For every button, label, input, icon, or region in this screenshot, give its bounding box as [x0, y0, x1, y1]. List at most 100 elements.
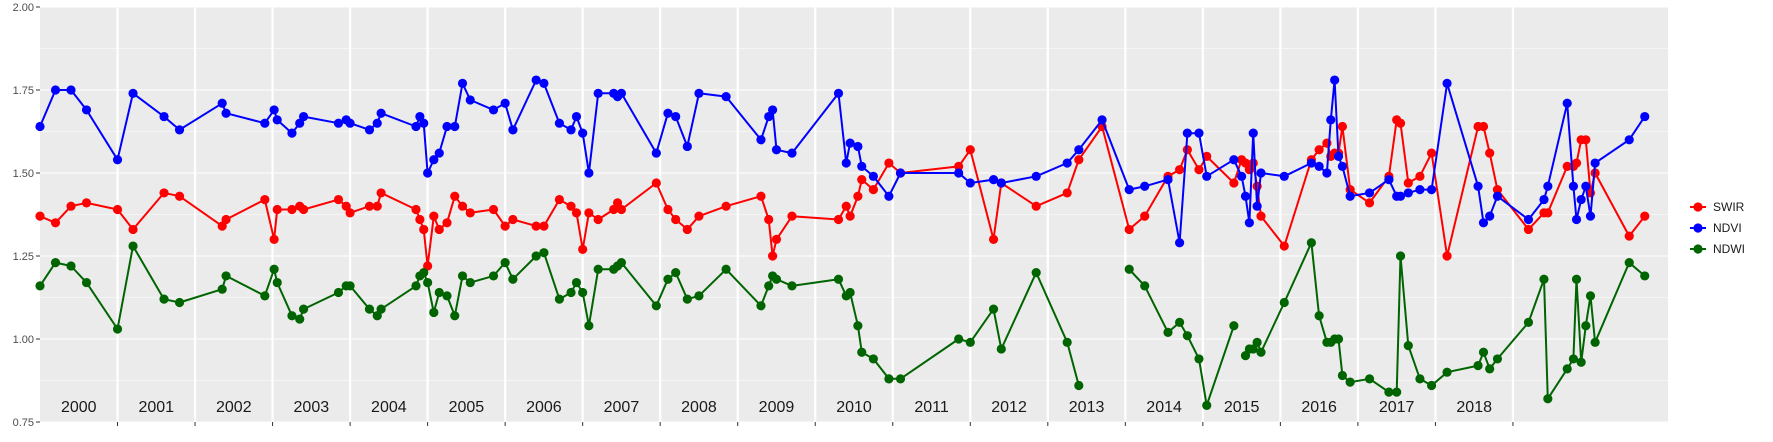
data-point [372, 311, 382, 321]
data-point [651, 301, 661, 311]
data-point [269, 264, 279, 274]
data-point [1182, 128, 1192, 138]
data-point [1539, 194, 1549, 205]
data-point [787, 211, 797, 221]
data-point [450, 121, 460, 132]
data-point [1403, 341, 1413, 351]
data-point [764, 214, 774, 225]
data-point [364, 125, 375, 135]
data-point [571, 111, 582, 122]
data-point [768, 105, 778, 115]
data-point [81, 105, 92, 115]
data-point [756, 301, 766, 311]
data-point [1415, 171, 1425, 181]
data-point [287, 204, 297, 215]
data-point [954, 168, 964, 178]
data-point [217, 284, 227, 294]
data-point [1333, 151, 1344, 161]
data-point [298, 304, 309, 314]
data-point [1442, 251, 1452, 261]
data-point [1426, 185, 1437, 195]
data-point [531, 251, 541, 261]
data-point [1256, 168, 1266, 178]
data-point [566, 125, 576, 135]
data-point [584, 168, 594, 178]
data-point [578, 287, 588, 298]
data-point [1097, 115, 1107, 125]
data-point [1571, 158, 1582, 168]
data-point [1403, 188, 1413, 198]
data-point [771, 234, 782, 244]
data-point [721, 201, 731, 211]
data-point [434, 224, 444, 235]
data-point [787, 281, 797, 291]
data-point [1279, 171, 1289, 181]
data-point [1640, 211, 1650, 221]
data-point [764, 111, 774, 122]
data-point [345, 281, 355, 291]
data-point [1279, 297, 1289, 308]
data-point [272, 204, 282, 215]
data-point [1415, 374, 1425, 384]
data-point [694, 211, 704, 221]
data-point [1279, 241, 1289, 251]
data-point [341, 201, 351, 211]
data-point [260, 291, 270, 301]
data-point [1415, 185, 1425, 195]
data-point [671, 268, 681, 278]
data-point [1523, 214, 1534, 225]
data-point [1229, 178, 1239, 188]
data-point [1478, 121, 1489, 132]
data-point [488, 105, 499, 115]
data-point [442, 121, 452, 132]
data-point [895, 374, 906, 384]
data-point [415, 111, 425, 122]
data-point [771, 145, 782, 155]
data-point [442, 291, 452, 301]
data-point [988, 175, 999, 185]
data-point [66, 261, 76, 271]
data-point [988, 304, 999, 314]
data-point [429, 155, 439, 165]
data-point [434, 287, 444, 298]
data-point [1074, 145, 1084, 155]
data-point [128, 224, 138, 235]
data-point [1140, 181, 1150, 191]
data-point [857, 347, 867, 357]
data-point [1074, 155, 1084, 165]
data-point [1364, 198, 1375, 208]
data-point [221, 214, 231, 225]
data-point [1478, 218, 1489, 228]
data-point [1345, 377, 1355, 387]
year-label: 2002 [216, 399, 252, 416]
data-point [1624, 231, 1634, 241]
data-point [954, 161, 964, 171]
data-point [756, 135, 766, 145]
data-point [1314, 161, 1324, 171]
data-point [571, 208, 582, 218]
data-point [1539, 274, 1549, 284]
data-point [1074, 380, 1084, 391]
series-line [1244, 241, 1646, 400]
data-point [1485, 148, 1495, 158]
data-point [1244, 218, 1254, 228]
data-point [1543, 181, 1553, 191]
data-point [694, 88, 704, 98]
year-label: 2014 [1146, 399, 1182, 416]
data-point [771, 274, 782, 284]
data-point [584, 208, 594, 218]
data-point [488, 204, 499, 215]
data-point [1571, 214, 1582, 225]
data-point [419, 224, 429, 235]
data-point [1322, 168, 1332, 178]
data-point [1581, 135, 1591, 145]
data-point [1337, 121, 1347, 132]
data-point [682, 294, 692, 304]
data-point [1585, 291, 1596, 301]
data-point [1640, 111, 1650, 122]
data-point [1240, 351, 1251, 361]
data-point [269, 105, 279, 115]
year-label: 2013 [1069, 399, 1105, 416]
data-point [1590, 337, 1600, 347]
